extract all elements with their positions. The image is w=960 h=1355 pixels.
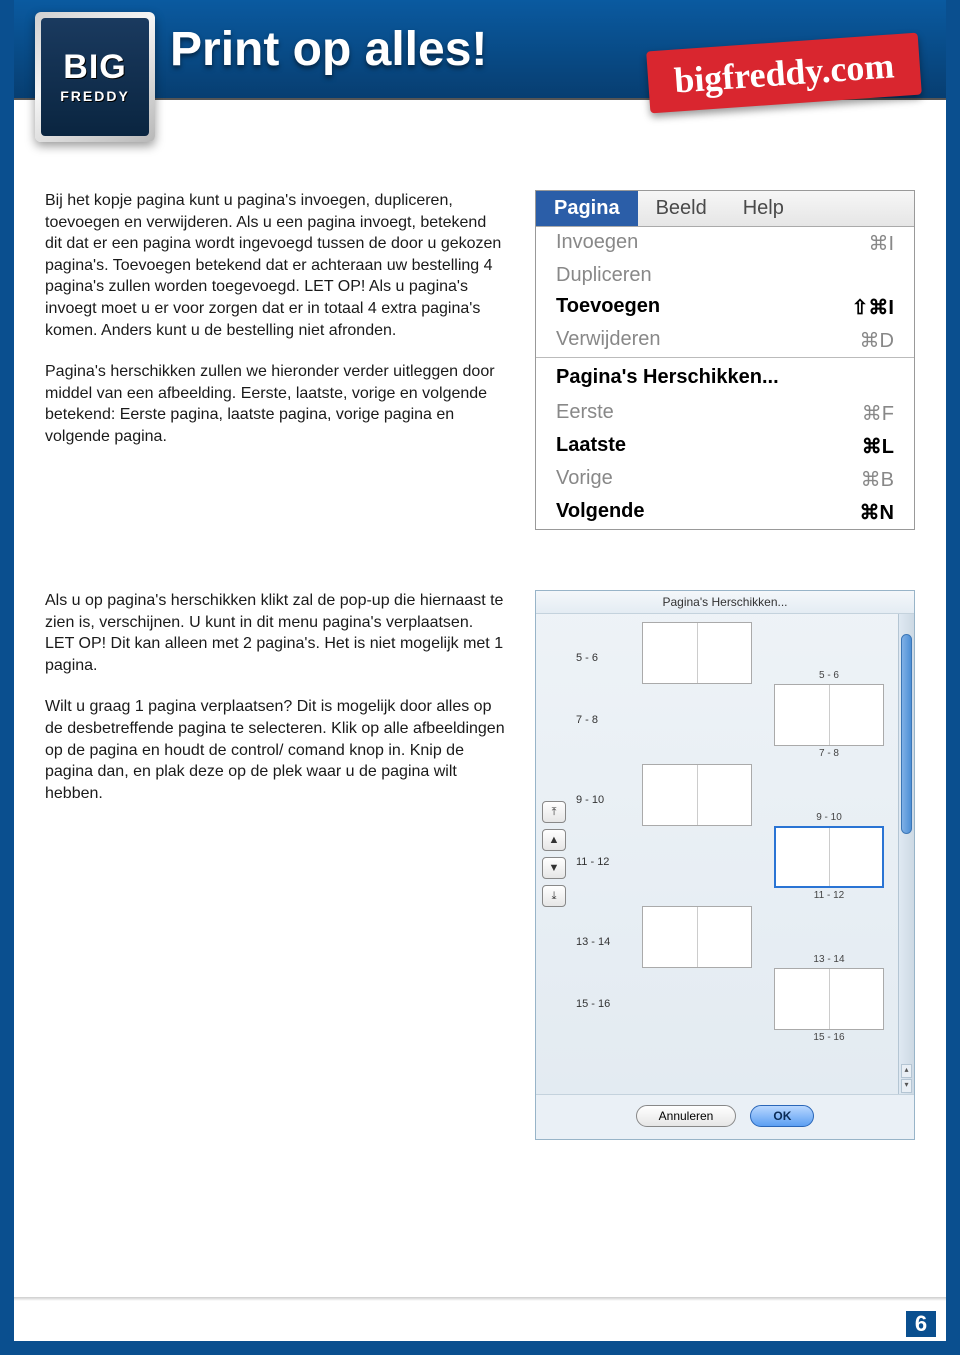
menubar-beeld[interactable]: Beeld bbox=[638, 191, 725, 226]
spread-thumb[interactable] bbox=[642, 622, 752, 684]
logo-line2: FREDDY bbox=[60, 88, 130, 104]
spread-caption: 5 - 6 bbox=[774, 670, 884, 681]
logo-badge: BIG FREDDY bbox=[35, 12, 155, 142]
spread-row: 7 - 8 7 - 8 bbox=[576, 684, 894, 764]
popup-arrow-column: ⤒ ▲ ▼ ⤓ bbox=[536, 614, 572, 1094]
menu-eerste[interactable]: Eerste ⌘F bbox=[536, 397, 914, 430]
move-down-button[interactable]: ▼ bbox=[542, 857, 566, 879]
menu-herschikken[interactable]: Pagina's Herschikken... bbox=[536, 358, 914, 397]
spread-label: 5 - 6 bbox=[576, 622, 620, 664]
scrollbar-up[interactable]: ▴ bbox=[901, 1064, 912, 1078]
page-number: 6 bbox=[906, 1311, 936, 1337]
logo-line1: BIG bbox=[63, 50, 126, 84]
spread-list: 5 - 65 - 67 - 87 - 89 - 109 - 1011 - 121… bbox=[572, 614, 898, 1094]
popup-title: Pagina's Herschikken... bbox=[536, 591, 914, 614]
menu-dupliceren[interactable]: Dupliceren bbox=[536, 260, 914, 291]
spread-row: 11 - 12 11 - 12 bbox=[576, 826, 894, 906]
popup-scrollbar[interactable]: ▴ ▾ bbox=[898, 614, 914, 1094]
menubar: Pagina Beeld Help bbox=[536, 191, 914, 227]
menu-verwijderen[interactable]: Verwijderen ⌘D bbox=[536, 324, 914, 357]
spread-caption: 7 - 8 bbox=[774, 748, 884, 759]
headline: Print op alles! bbox=[170, 22, 487, 77]
paragraph-2: Pagina's herschikken zullen we hieronder… bbox=[45, 361, 505, 447]
menubar-help[interactable]: Help bbox=[725, 191, 802, 226]
page-content: Bij het kopje pagina kunt u pagina's inv… bbox=[0, 100, 960, 1180]
spread-thumb[interactable] bbox=[774, 968, 884, 1030]
footer-shadow bbox=[14, 1297, 946, 1301]
header-bar: BIG FREDDY Print op alles! bigfreddy.com bbox=[0, 0, 960, 100]
reorder-popup: Pagina's Herschikken... ⤒ ▲ ▼ ⤓ 5 - 6 5 -… bbox=[535, 590, 915, 1140]
scrollbar-thumb[interactable] bbox=[901, 634, 912, 834]
spread-caption: 15 - 16 bbox=[774, 1032, 884, 1043]
menu-vorige[interactable]: Vorige ⌘B bbox=[536, 463, 914, 496]
menu-volgende[interactable]: Volgende ⌘N bbox=[536, 496, 914, 529]
spread-thumb[interactable] bbox=[774, 684, 884, 746]
move-bottom-button[interactable]: ⤓ bbox=[542, 885, 566, 907]
pagina-menu-screenshot: Pagina Beeld Help Invoegen ⌘I Dupliceren… bbox=[535, 190, 915, 530]
spread-thumb[interactable] bbox=[642, 764, 752, 826]
ok-button[interactable]: OK bbox=[750, 1105, 814, 1127]
paragraph-1: Bij het kopje pagina kunt u pagina's inv… bbox=[45, 190, 505, 341]
menu-invoegen[interactable]: Invoegen ⌘I bbox=[536, 227, 914, 260]
spread-caption: 9 - 10 bbox=[774, 812, 884, 823]
cancel-button[interactable]: Annuleren bbox=[636, 1105, 737, 1127]
paragraph-4: Wilt u graag 1 pagina verplaatsen? Dit i… bbox=[45, 696, 505, 804]
move-top-button[interactable]: ⤒ bbox=[542, 801, 566, 823]
spread-label: 15 - 16 bbox=[576, 968, 620, 1010]
menu-toevoegen[interactable]: Toevoegen ⇧⌘I bbox=[536, 291, 914, 324]
spread-label: 9 - 10 bbox=[576, 764, 620, 806]
paragraph-3: Als u op pagina's herschikken klikt zal … bbox=[45, 590, 505, 676]
move-up-button[interactable]: ▲ bbox=[542, 829, 566, 851]
menubar-pagina[interactable]: Pagina bbox=[536, 191, 638, 226]
spread-thumb[interactable] bbox=[642, 906, 752, 968]
spread-label: 11 - 12 bbox=[576, 826, 620, 868]
spread-thumb[interactable] bbox=[774, 826, 884, 888]
scrollbar-down[interactable]: ▾ bbox=[901, 1079, 912, 1093]
spread-label: 7 - 8 bbox=[576, 684, 620, 726]
spread-caption: 13 - 14 bbox=[774, 954, 884, 965]
spread-label: 13 - 14 bbox=[576, 906, 620, 948]
spread-row: 15 - 16 15 - 16 bbox=[576, 968, 894, 1048]
spread-caption: 11 - 12 bbox=[774, 890, 884, 901]
menu-laatste[interactable]: Laatste ⌘L bbox=[536, 430, 914, 463]
